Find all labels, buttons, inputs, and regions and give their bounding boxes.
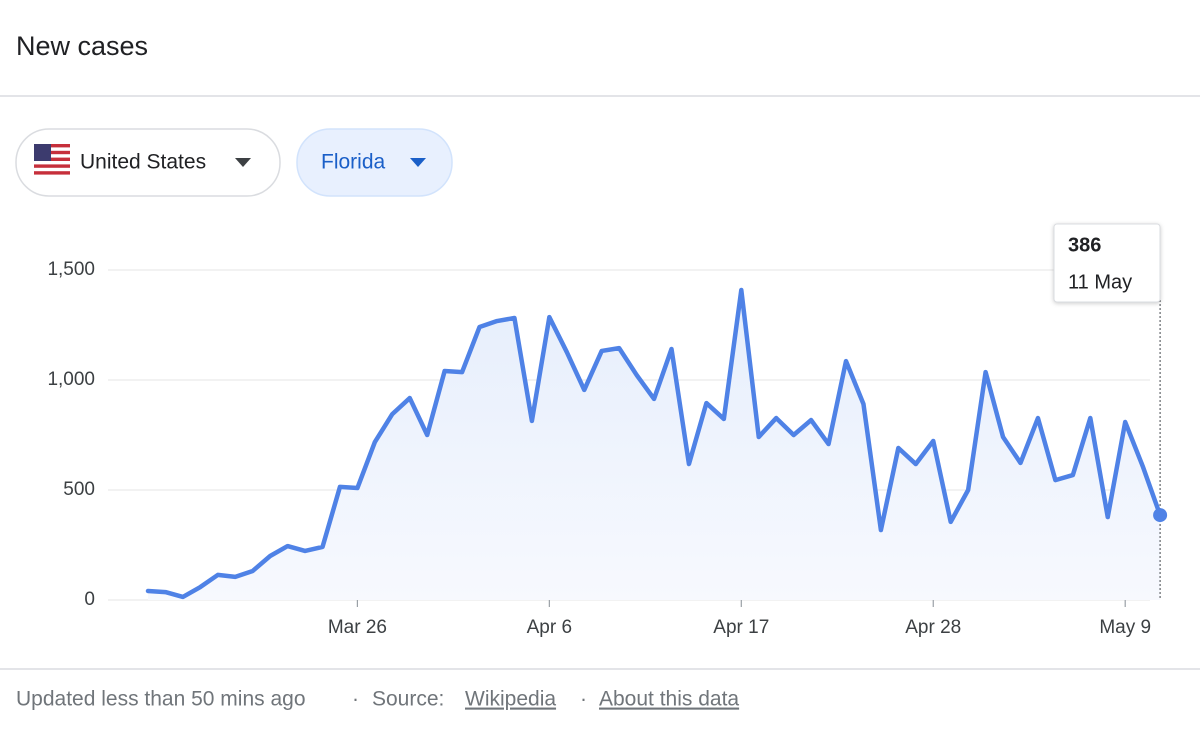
y-tick-label: 1,500 (47, 259, 95, 280)
region-selector[interactable]: Florida (296, 128, 453, 197)
chart: 0 500 1,000 1,500 Mar 26 Apr 6 Apr 17 Apr 28 May… (47, 223, 1168, 638)
tooltip-box (1053, 223, 1161, 303)
y-tick-label: 0 (84, 589, 95, 610)
y-tick-label: 1,000 (47, 369, 95, 390)
area-fill (148, 290, 1161, 600)
tooltip-value: 386 (1068, 234, 1101, 256)
region-label[interactable]: Florida (321, 151, 386, 174)
country-label[interactable]: United States (80, 151, 206, 174)
dropdown-arrow (410, 158, 426, 167)
dropdown-arrow (235, 158, 251, 167)
updated-text: Updated less than 50 mins ago (16, 688, 306, 711)
separator: · (580, 688, 587, 711)
source-label: Source: (372, 688, 444, 711)
x-tick-label: Apr 17 (713, 617, 769, 638)
x-tick-label: Mar 26 (328, 617, 387, 638)
about-link[interactable]: About this data (599, 688, 739, 711)
x-tick-label: Apr 28 (905, 617, 961, 638)
country-button[interactable] (15, 128, 281, 197)
country-selector[interactable]: United States (15, 128, 281, 197)
us-flag (34, 144, 70, 178)
line (145, 287, 1163, 600)
tooltip-date: 11 May (1068, 271, 1132, 293)
widget-title: New cases (16, 31, 148, 61)
separator: · (352, 688, 359, 711)
y-tick-label: 500 (63, 479, 95, 500)
x-tick-label: May 9 (1099, 617, 1151, 638)
x-tick-label: Apr 6 (527, 617, 572, 638)
region-button[interactable] (296, 128, 453, 197)
hover-point (1153, 508, 1168, 523)
source-link[interactable]: Wikipedia (465, 688, 556, 711)
